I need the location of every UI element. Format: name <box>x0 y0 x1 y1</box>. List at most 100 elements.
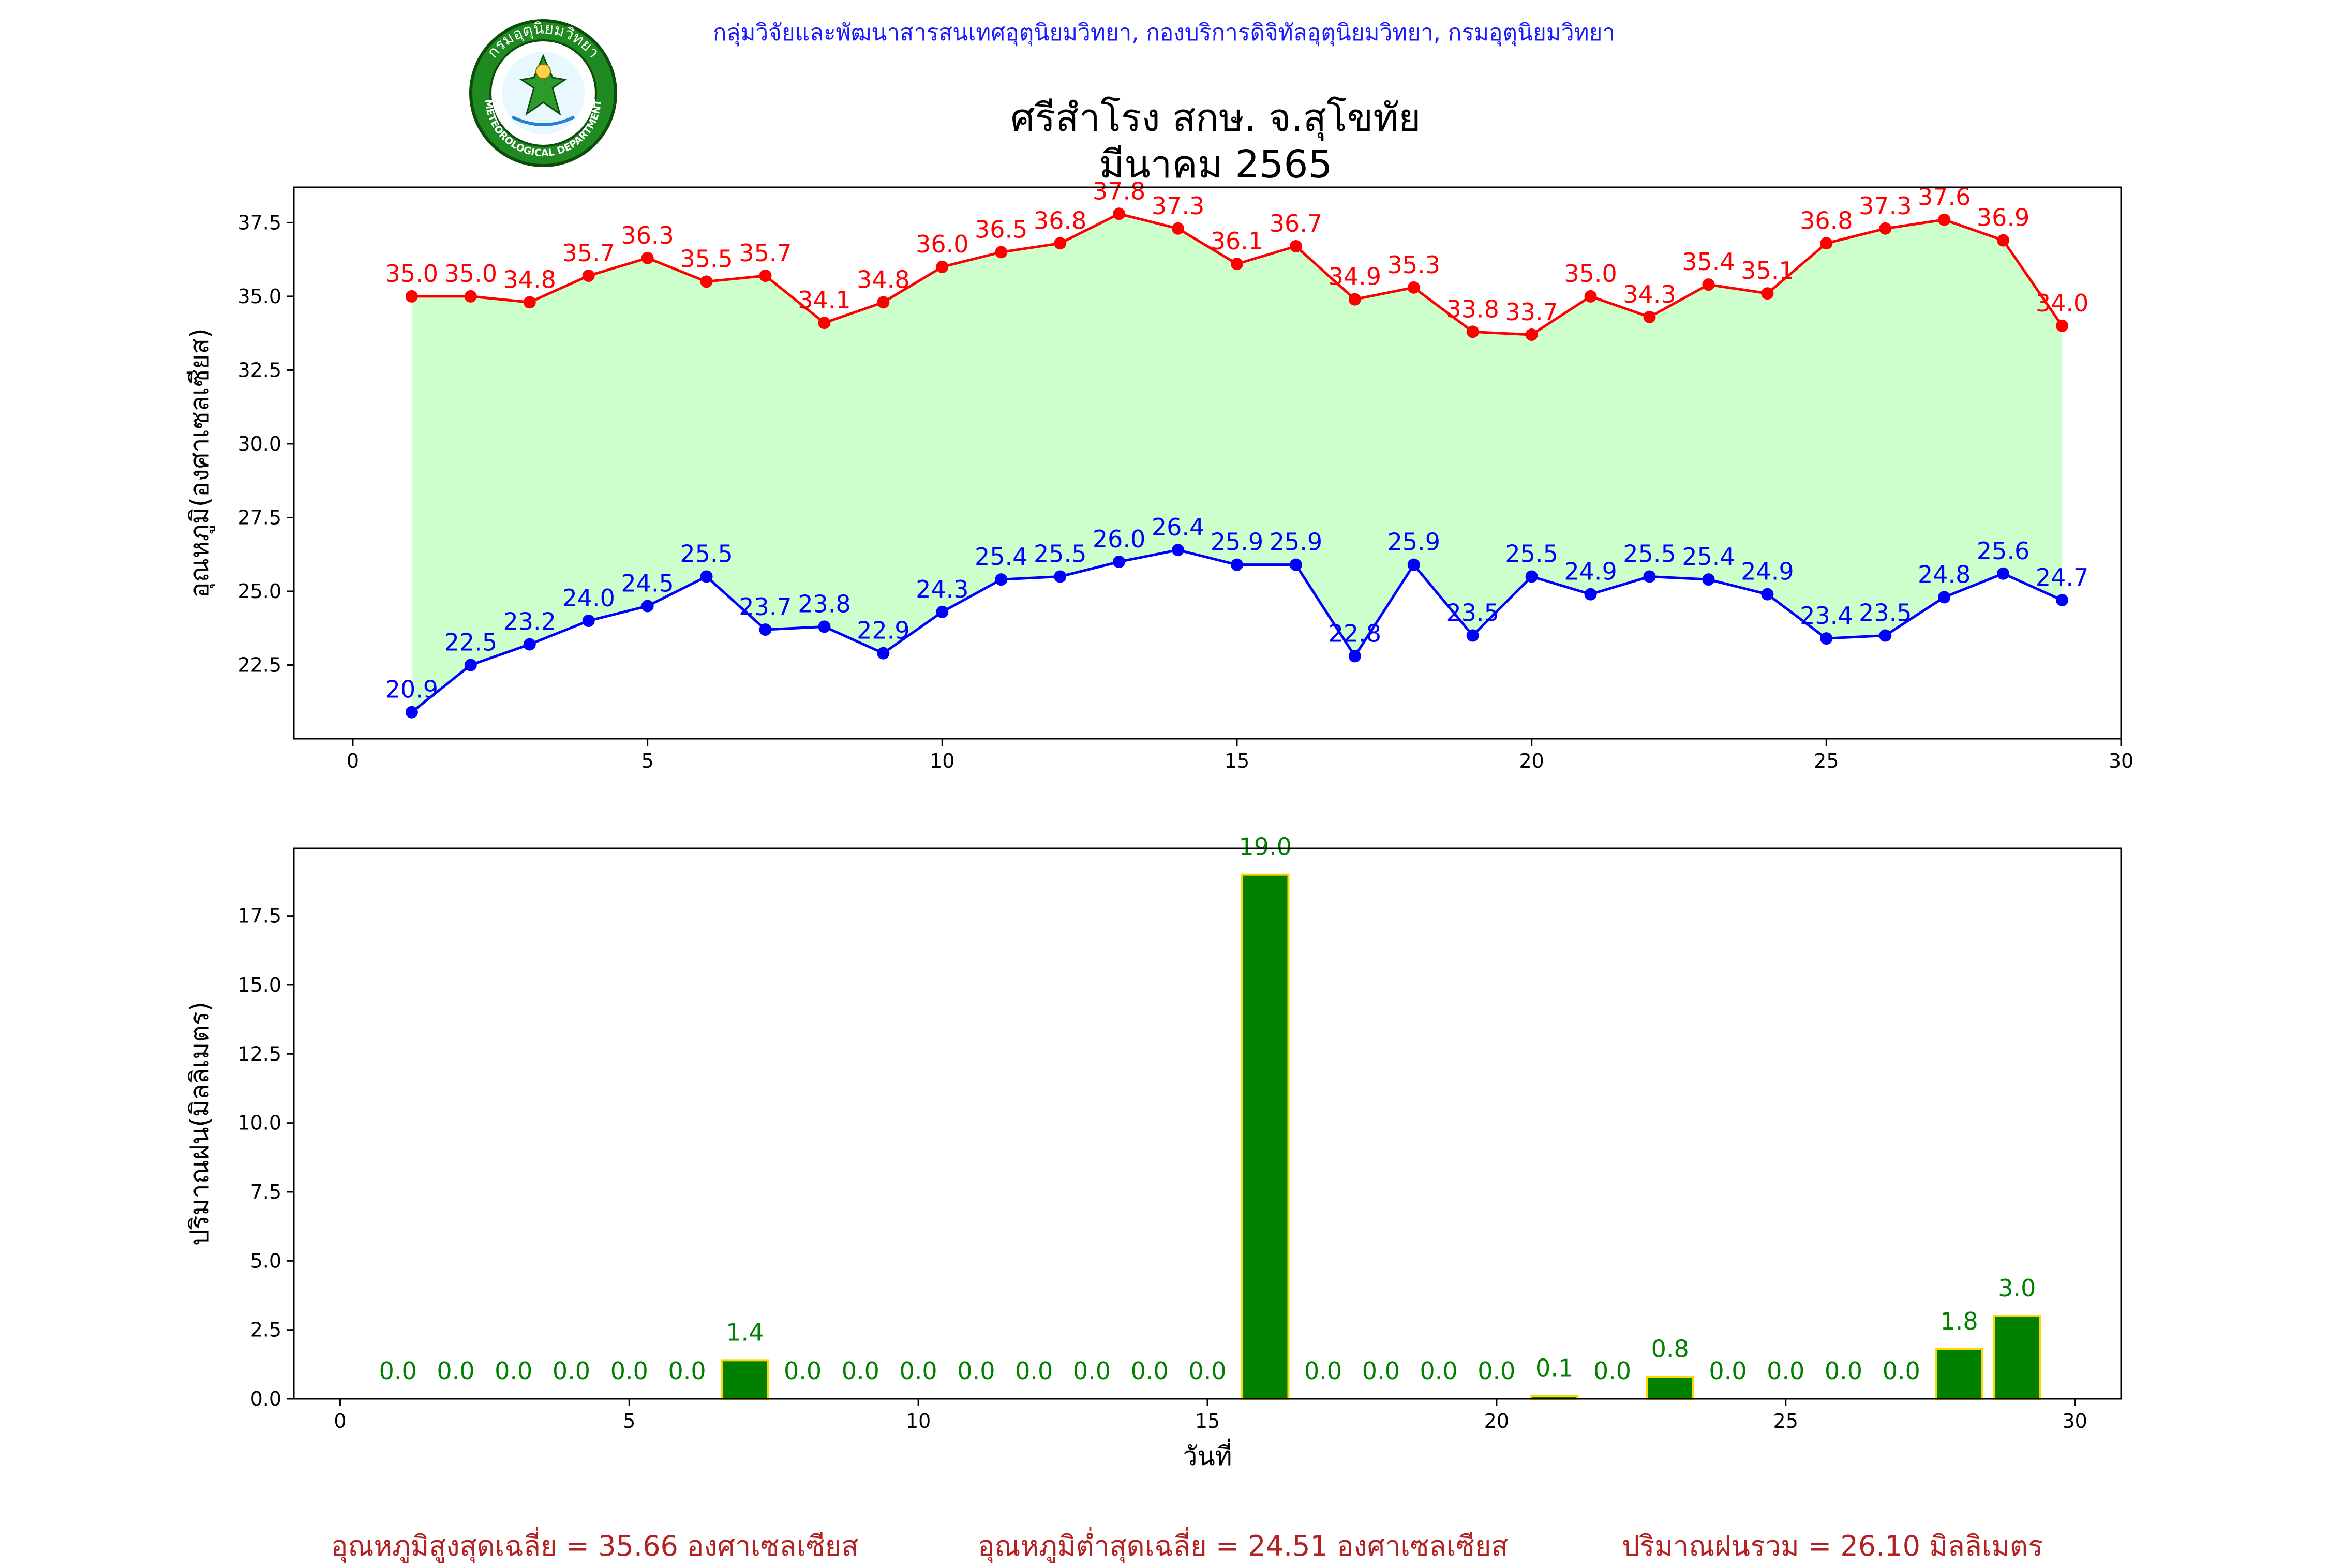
min-temperature-label: 23.7 <box>739 593 792 621</box>
rainfall-x-tick-label: 10 <box>906 1410 931 1432</box>
rainfall-label: 0.0 <box>379 1357 417 1385</box>
rainfall-bar <box>1241 873 1290 1400</box>
rainfall-label: 3.0 <box>1998 1274 2036 1302</box>
temperature-x-tick-label: 15 <box>1225 750 1249 772</box>
rainfall-x-tick-label: 30 <box>2062 1410 2087 1432</box>
min-temperature-point <box>1820 632 1833 645</box>
temperature-y-tick-label: 30.0 <box>237 432 281 455</box>
max-temperature-label: 36.3 <box>621 221 674 249</box>
max-temperature-point <box>1525 328 1538 341</box>
rainfall-bar <box>1993 1315 2041 1400</box>
max-temperature-label: 35.0 <box>1564 260 1617 288</box>
rainfall-y-tick-label: 7.5 <box>250 1181 281 1203</box>
min-temperature-label: 25.5 <box>1505 540 1558 568</box>
rainfall-label: 0.0 <box>437 1357 474 1385</box>
max-temperature-point <box>1289 240 1302 253</box>
max-temperature-point <box>1407 281 1420 294</box>
rainfall-label: 0.0 <box>1593 1357 1631 1385</box>
rainfall-label: 0.0 <box>1362 1357 1400 1385</box>
rainfall-y-tick-label: 17.5 <box>237 905 281 928</box>
rainfall-y-tick-label: 15.0 <box>237 974 281 996</box>
max-temperature-label: 36.1 <box>1211 227 1263 255</box>
min-temperature-label: 24.5 <box>621 569 674 597</box>
max-temperature-point <box>1997 234 2010 247</box>
max-temperature-label: 36.8 <box>1800 206 1853 234</box>
min-temperature-label: 23.4 <box>1800 602 1853 630</box>
min-temperature-label: 20.9 <box>385 676 438 704</box>
max-temperature-label: 34.8 <box>503 265 556 293</box>
max-temperature-point <box>523 296 536 309</box>
rainfall-label: 0.0 <box>1420 1357 1458 1385</box>
max-temperature-point <box>1820 237 1833 250</box>
min-temperature-point <box>1113 555 1126 568</box>
temperature-x-tick-label: 30 <box>2109 750 2133 772</box>
temperature-y-tick-label: 35.0 <box>237 285 281 308</box>
max-temperature-point <box>641 251 654 264</box>
rainfall-label: 0.0 <box>1478 1357 1515 1385</box>
temperature-y-tick-label: 22.5 <box>237 653 281 676</box>
temperature-plot: 35.0 35.0 34.835.736.335.5 35.734.134.836.0… <box>185 177 2133 772</box>
temperature-x-tick-label: 5 <box>641 750 654 772</box>
min-temperature-label: 25.5 <box>680 540 733 568</box>
rainfall-x-tick-label: 25 <box>1773 1410 1798 1432</box>
temperature-y-tick-label: 25.0 <box>237 580 281 603</box>
max-temperature-point <box>1172 222 1185 235</box>
min-temperature-point <box>582 614 595 627</box>
max-temperature-point <box>1466 325 1479 338</box>
temperature-x-tick-label: 10 <box>930 750 954 772</box>
max-temperature-label: 33.7 <box>1505 298 1558 326</box>
rainfall-label: 1.8 <box>1940 1307 1978 1335</box>
agency-header: กลุ่มวิจัยและพัฒนาสารสนเทศอุตุนิยมวิทยา,… <box>712 20 1616 46</box>
rainfall-y-axis-label: ปริมาณฝน(มิลลิเมตร) <box>185 1002 215 1246</box>
period-title: มีนาคม 2565 <box>1099 142 1333 187</box>
max-temperature-point <box>1879 222 1892 235</box>
rainfall-plot: 0.0 0.0 0.0 0.0 0.0 0.0 1.4 0.0 0.0 0.0 0.0 0.0 0.0 0… <box>185 833 2122 1471</box>
rainfall-label: 0.1 <box>1535 1354 1573 1382</box>
min-temperature-point <box>818 620 831 633</box>
temperature-x-tick-label: 0 <box>347 750 359 772</box>
max-temperature-label: 35.4 <box>1682 248 1735 276</box>
min-temperature-point <box>936 605 949 618</box>
max-temperature-label: 35.5 <box>680 245 733 273</box>
max-temperature-label: 34.9 <box>1329 263 1381 291</box>
temperature-x-tick-label: 20 <box>1519 750 1544 772</box>
min-temperature-label: 23.8 <box>798 590 850 618</box>
min-temperature-label: 24.3 <box>916 575 968 603</box>
min-temperature-label: 22.5 <box>444 628 497 656</box>
temperature-y-tick-label: 27.5 <box>237 506 281 529</box>
min-temperature-point <box>1348 650 1361 663</box>
rainfall-bar <box>1646 1376 1694 1400</box>
temperature-x-tick-label: 25 <box>1814 750 1839 772</box>
rainfall-label: 0.0 <box>495 1357 532 1385</box>
rainfall-label: 0.0 <box>1767 1357 1804 1385</box>
min-temperature-label: 23.2 <box>503 608 556 636</box>
temperature-y-axis-label: อุณหภูมิ(องศาเซลเซียส) <box>185 328 215 598</box>
max-temperature-point <box>1348 293 1361 306</box>
avg-min-summary: อุณหภูมิต่ำสุดเฉลี่ย = 24.51 องศาเซลเซีย… <box>978 1530 1509 1562</box>
rainfall-label: 0.8 <box>1651 1335 1689 1363</box>
min-temperature-point <box>1172 544 1185 557</box>
max-temperature-point <box>1702 278 1715 291</box>
min-temperature-label: 25.5 <box>1623 540 1676 568</box>
rainfall-label: 0.0 <box>784 1357 822 1385</box>
rainfall-x-axis-label: วันที่ <box>1183 1439 1232 1471</box>
max-temperature-label: 37.3 <box>1152 192 1204 220</box>
min-temperature-point <box>1054 570 1067 583</box>
max-temperature-label: 36.8 <box>1034 206 1086 234</box>
rainfall-label: 0.0 <box>1304 1357 1342 1385</box>
max-temperature-label: 35.1 <box>1741 257 1794 285</box>
avg-max-summary: อุณหภูมิสูงสุดเฉลี่ย = 35.66 องศาเซลเซีย… <box>331 1530 859 1562</box>
max-temperature-label: 35.7 <box>739 239 792 267</box>
min-temperature-point <box>759 623 772 636</box>
max-temperature-point <box>877 296 890 309</box>
total-rain-summary: ปริมาณฝนรวม = 26.10 มิลลิเมตร <box>1622 1530 2043 1562</box>
max-temperature-label: 37.8 <box>1093 177 1145 205</box>
max-temperature-point <box>936 260 949 273</box>
rainfall-x-tick-label: 20 <box>1484 1410 1509 1432</box>
temperature-frame <box>293 186 2122 740</box>
min-temperature-point <box>1289 558 1302 571</box>
min-temperature-label: 25.5 <box>1034 540 1086 568</box>
min-temperature-point <box>1407 558 1420 571</box>
